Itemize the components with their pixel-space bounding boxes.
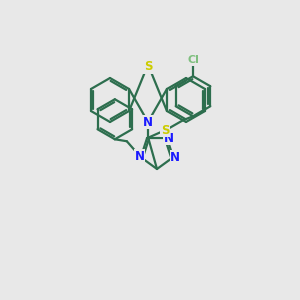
Text: N: N bbox=[135, 150, 145, 163]
Text: N: N bbox=[143, 116, 153, 128]
Text: S: S bbox=[144, 61, 152, 74]
Text: Cl: Cl bbox=[187, 55, 199, 65]
Text: N: N bbox=[170, 151, 180, 164]
Text: S: S bbox=[161, 124, 169, 137]
Text: N: N bbox=[164, 132, 174, 145]
